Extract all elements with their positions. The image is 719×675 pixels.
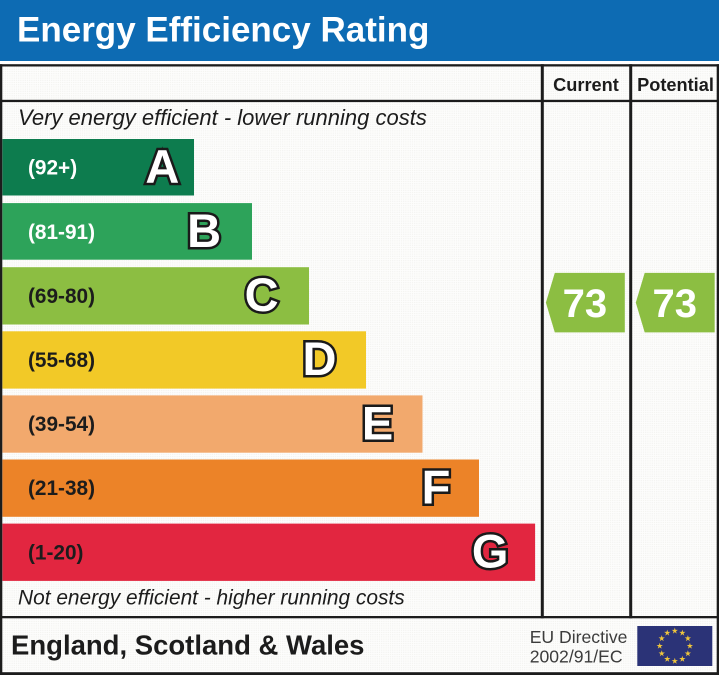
svg-text:2002/91/EC: 2002/91/EC: [530, 646, 623, 666]
svg-text:F: F: [422, 461, 451, 514]
svg-text:(55-68): (55-68): [28, 349, 95, 372]
svg-text:(1-20): (1-20): [28, 541, 83, 564]
svg-text:Potential: Potential: [637, 75, 714, 95]
svg-text:B: B: [187, 204, 221, 257]
svg-text:G: G: [472, 525, 509, 578]
svg-text:EU Directive: EU Directive: [530, 627, 628, 647]
svg-text:D: D: [303, 332, 337, 385]
svg-text:Current: Current: [553, 75, 619, 95]
svg-text:(39-54): (39-54): [28, 413, 95, 436]
svg-text:(21-38): (21-38): [28, 477, 95, 500]
svg-text:Energy Efficiency Rating: Energy Efficiency Rating: [17, 11, 429, 50]
svg-text:E: E: [362, 396, 393, 449]
svg-text:73: 73: [563, 282, 608, 326]
svg-text:(69-80): (69-80): [28, 285, 95, 308]
svg-text:(92+): (92+): [28, 157, 77, 180]
svg-text:Very energy efficient - lower: Very energy efficient - lower running co…: [18, 105, 427, 130]
svg-text:Not energy efficient - higher: Not energy efficient - higher running co…: [18, 586, 405, 609]
svg-text:(81-91): (81-91): [28, 221, 95, 244]
svg-text:A: A: [145, 140, 179, 193]
svg-text:England, Scotland & Wales: England, Scotland & Wales: [11, 629, 364, 660]
svg-text:73: 73: [653, 282, 698, 326]
svg-text:C: C: [245, 268, 279, 321]
